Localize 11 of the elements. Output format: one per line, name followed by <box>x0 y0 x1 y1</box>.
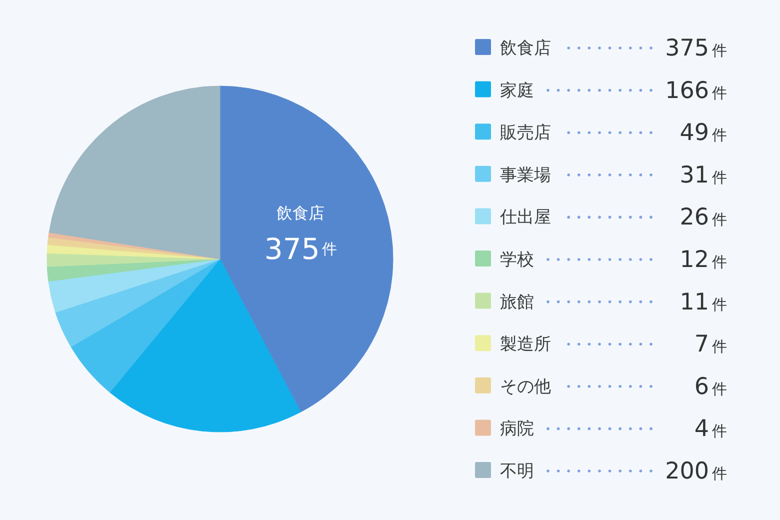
legend-label: その他 <box>500 376 551 397</box>
legend-label: 製造所 <box>500 334 551 355</box>
legend-label: 学校 <box>500 250 534 270</box>
legend-label: 不明 <box>500 462 534 482</box>
legend-label: 病院 <box>500 419 534 440</box>
legend-label: 販売店 <box>500 123 551 144</box>
legend-label: 事業場 <box>500 165 551 186</box>
legend-label: 旅館 <box>500 292 534 312</box>
legend-label: 飲食店 <box>500 38 551 58</box>
legend-label: 家庭 <box>500 80 534 101</box>
legend-label: 仕出屋 <box>500 208 551 228</box>
